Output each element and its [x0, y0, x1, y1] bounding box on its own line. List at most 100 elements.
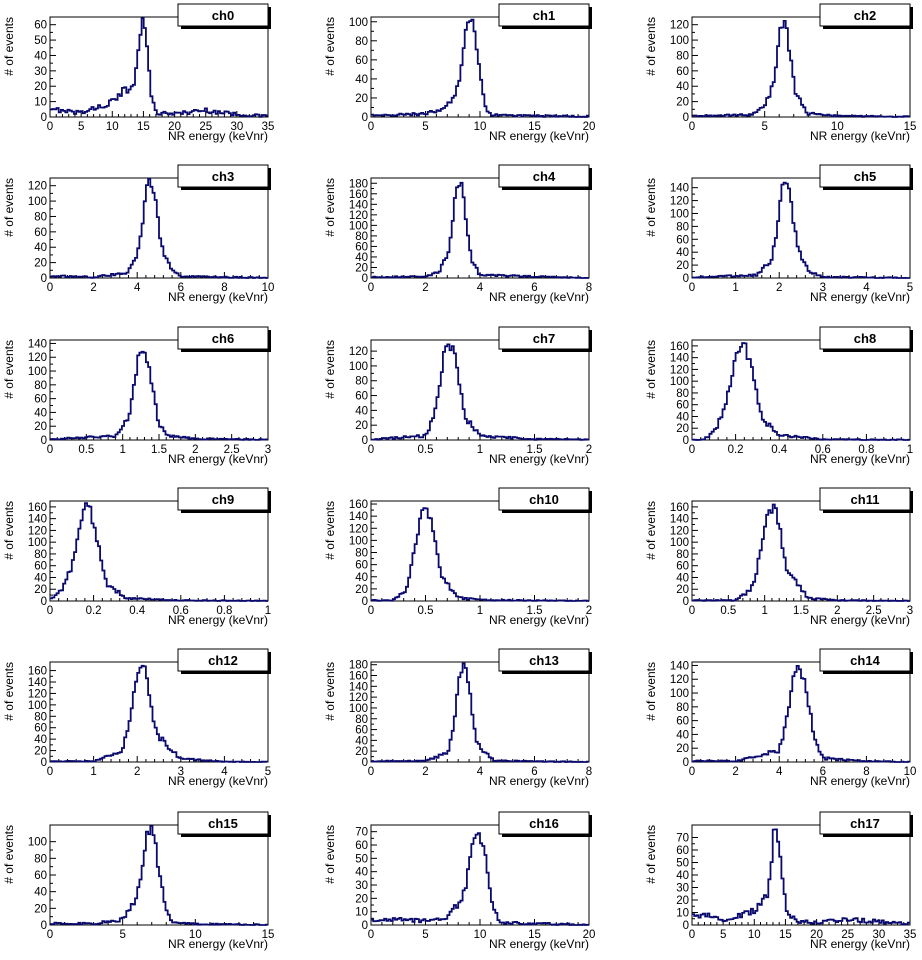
y-tick-label: 60 — [34, 870, 47, 882]
title-box — [819, 648, 911, 672]
y-tick-label: 100 — [28, 700, 47, 712]
y-tick-label: 40 — [676, 729, 689, 741]
x-axis-title: NR energy (keVnr) — [168, 613, 268, 627]
title-box — [819, 487, 911, 511]
y-tick-label: 50 — [34, 35, 47, 47]
x-tick-label: 0 — [689, 929, 695, 941]
x-tick-label: 0 — [689, 282, 695, 294]
histogram-line — [692, 503, 910, 602]
x-tick-label: 20 — [583, 121, 596, 133]
x-tick-label: 8 — [586, 282, 592, 294]
y-tick-label: 100 — [28, 837, 47, 849]
y-tick-label: 20 — [676, 423, 689, 435]
y-tick-label: 10 — [676, 908, 689, 920]
y-tick-label: 20 — [676, 743, 689, 755]
histogram-line — [371, 662, 589, 763]
plot-title: ch15 — [208, 816, 238, 831]
plot-title: ch17 — [850, 816, 880, 831]
y-tick-label: 0 — [683, 273, 689, 285]
x-tick-label: 1 — [119, 444, 125, 456]
y-tick-label: 100 — [670, 537, 689, 549]
y-tick-label: 0 — [683, 757, 689, 769]
y-tick-label: 160 — [349, 189, 368, 201]
x-tick-label: 25 — [199, 121, 212, 133]
plot-title: ch11 — [851, 492, 880, 507]
x-tick-label: 2 — [422, 282, 428, 294]
x-tick-label: 0 — [368, 121, 374, 133]
x-tick-label: 20 — [583, 929, 596, 941]
y-tick-label: 120 — [670, 364, 689, 376]
y-tick-label: 100 — [670, 35, 689, 47]
y-axis-title: # of events — [323, 825, 337, 884]
histogram-line — [50, 825, 268, 926]
x-axis-title: NR energy (keVnr) — [489, 452, 589, 466]
x-tick-label: 3 — [820, 282, 826, 294]
x-tick-label: 10 — [748, 929, 761, 941]
y-tick-label: 40 — [676, 411, 689, 423]
plot-title: ch0 — [212, 8, 234, 23]
y-tick-label: 40 — [34, 242, 47, 254]
plot-title: ch5 — [854, 169, 876, 184]
x-tick-label: 0.5 — [720, 605, 736, 617]
y-tick-label: 40 — [355, 74, 368, 86]
y-tick-label: 0 — [41, 273, 47, 285]
x-tick-label: 15 — [779, 929, 792, 941]
y-tick-label: 120 — [670, 196, 689, 208]
x-tick-label: 6 — [531, 282, 537, 294]
y-tick-label: 140 — [349, 199, 368, 211]
y-tick-label: 100 — [349, 220, 368, 232]
plot-title: ch6 — [212, 331, 234, 346]
title-box — [177, 3, 269, 27]
y-tick-label: 0 — [362, 435, 368, 447]
y-tick-label: 140 — [670, 660, 689, 672]
y-tick-label: 80 — [34, 711, 47, 723]
y-tick-label: 40 — [676, 572, 689, 584]
y-tick-label: 100 — [670, 376, 689, 388]
y-tick-label: 80 — [355, 714, 368, 726]
x-tick-label: 0.5 — [418, 605, 434, 617]
x-tick-label: 2 — [192, 444, 198, 456]
y-tick-label: 100 — [349, 17, 368, 29]
plot-frame — [49, 500, 269, 602]
title-box — [177, 487, 269, 511]
y-tick-label: 80 — [355, 376, 368, 388]
y-tick-label: 120 — [670, 674, 689, 686]
x-tick-label: 2 — [586, 605, 592, 617]
x-axis-title: NR energy (keVnr) — [810, 774, 910, 788]
y-tick-label: 0 — [41, 435, 47, 447]
x-tick-label: 1 — [265, 605, 271, 617]
x-tick-label: 0.5 — [78, 444, 94, 456]
x-tick-label: 1.5 — [527, 444, 543, 456]
y-tick-label: 20 — [34, 584, 47, 596]
plot-title: ch9 — [212, 492, 234, 507]
x-tick-label: 30 — [872, 929, 885, 941]
histogram-line — [692, 342, 910, 441]
x-tick-label: 6 — [178, 282, 184, 294]
y-tick-label: 20 — [676, 97, 689, 109]
title-box — [498, 811, 590, 835]
x-axis-title: NR energy (keVnr) — [810, 452, 910, 466]
histogram-line — [50, 350, 268, 441]
x-axis-title: NR energy (keVnr) — [168, 129, 268, 143]
y-tick-label: 60 — [355, 391, 368, 403]
x-tick-label: 3 — [907, 605, 913, 617]
y-tick-label: 60 — [355, 560, 368, 572]
histogram-line — [50, 177, 268, 279]
y-tick-label: 140 — [28, 338, 47, 350]
y-tick-label: 80 — [676, 702, 689, 714]
plot-title: ch12 — [208, 653, 238, 668]
y-tick-label: 100 — [349, 703, 368, 715]
x-axis-title: NR energy (keVnr) — [168, 774, 268, 788]
y-tick-label: 70 — [355, 827, 368, 839]
histogram-line — [692, 665, 910, 763]
y-axis-title: # of events — [2, 340, 16, 399]
histogram-line — [371, 343, 589, 441]
x-tick-label: 4 — [221, 766, 228, 778]
